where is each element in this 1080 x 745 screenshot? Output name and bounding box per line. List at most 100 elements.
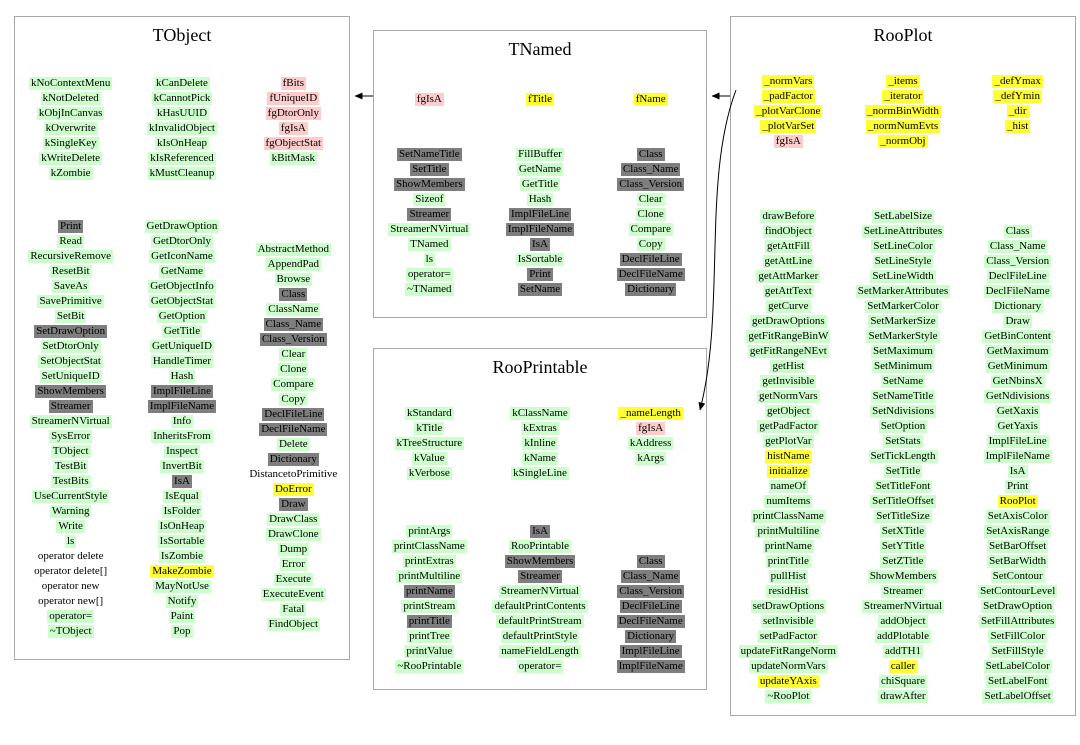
member-item[interactable]: printName (403, 585, 455, 598)
member-item[interactable]: ExecuteEvent (260, 588, 326, 601)
member-item[interactable]: Draw (1003, 315, 1032, 328)
member-item[interactable]: Streamer (48, 400, 93, 413)
member-item[interactable]: kStandard (405, 407, 454, 420)
member-item[interactable]: ImplFileName (147, 400, 217, 413)
member-item[interactable]: IsA (172, 475, 192, 488)
member-item[interactable]: SetTickLength (868, 450, 938, 463)
member-item[interactable]: SetMarkerSize (868, 315, 938, 328)
member-item[interactable]: Inspect (164, 445, 200, 458)
member-item[interactable]: printArgs (406, 525, 453, 538)
member-item[interactable]: fBits (280, 77, 307, 90)
member-item[interactable]: SetTitleSize (874, 510, 932, 523)
member-item[interactable]: DistancetoPrimitive (249, 468, 338, 480)
member-item[interactable]: printStream (401, 600, 458, 613)
member-item[interactable]: Error (279, 558, 307, 571)
member-item[interactable]: _plotVarClone (754, 105, 823, 118)
member-item[interactable]: GetYaxis (995, 420, 1040, 433)
member-item[interactable]: SetMarkerColor (865, 300, 941, 313)
member-item[interactable]: HandleTimer (150, 355, 214, 368)
member-item[interactable]: kAddress (627, 437, 674, 450)
member-item[interactable]: SetLabelSize (871, 210, 935, 223)
member-item[interactable]: SetTitleFont (873, 480, 933, 493)
member-item[interactable]: MayNotUse (153, 580, 211, 593)
member-item[interactable]: SetAxisRange (984, 525, 1052, 538)
member-item[interactable]: ImplFileLine (619, 645, 682, 658)
member-item[interactable]: Streamer (407, 208, 452, 221)
member-item[interactable]: DeclFileLine (619, 253, 682, 266)
member-item[interactable]: Class_Version (984, 255, 1052, 268)
member-item[interactable]: Print (1004, 480, 1031, 493)
member-item[interactable]: initialize (767, 465, 810, 478)
member-item[interactable]: getInvisible (760, 375, 817, 388)
member-item[interactable]: Print (57, 220, 84, 233)
member-item[interactable]: Streamer (518, 570, 562, 583)
member-item[interactable]: Dump (277, 543, 310, 556)
member-item[interactable]: printTree (407, 630, 452, 643)
member-item[interactable]: printName (762, 540, 814, 553)
member-item[interactable]: GetObjectStat (148, 295, 216, 308)
member-item[interactable]: Compare (271, 378, 316, 391)
member-item[interactable]: _hist (1004, 120, 1031, 133)
member-item[interactable]: SetMinimum (871, 360, 935, 373)
member-item[interactable]: fgObjectStat (263, 137, 324, 150)
member-item[interactable]: GetMinimum (985, 360, 1050, 373)
member-item[interactable]: operator= (47, 610, 95, 623)
member-item[interactable]: histName (765, 450, 812, 463)
member-item[interactable]: GetMaximum (984, 345, 1051, 358)
member-item[interactable]: Delete (276, 438, 310, 451)
member-item[interactable]: SetTitle (410, 163, 449, 176)
member-item[interactable]: SetLabelColor (983, 660, 1052, 673)
member-item[interactable]: ImplFileLine (508, 208, 572, 221)
member-item[interactable]: addTH1 (882, 645, 924, 658)
member-item[interactable]: getAttText (762, 285, 814, 298)
member-item[interactable]: getAttMarker (756, 270, 821, 283)
member-item[interactable]: DeclFileLine (619, 600, 682, 613)
member-item[interactable]: SetDrawOption (981, 600, 1055, 613)
member-item[interactable]: InheritsFrom (151, 430, 213, 443)
member-item[interactable]: fgIsA (773, 135, 803, 148)
member-item[interactable]: Read (57, 235, 84, 248)
member-item[interactable]: SetLineStyle (872, 255, 934, 268)
member-item[interactable]: SetObjectStat (38, 355, 103, 368)
member-item[interactable]: Class_Name (620, 163, 681, 176)
member-item[interactable]: SetDrawOption (34, 325, 108, 338)
member-item[interactable]: fgIsA (636, 422, 666, 435)
member-item[interactable]: Print (527, 268, 553, 281)
member-item[interactable]: ClassName (266, 303, 321, 316)
member-item[interactable]: getObject (764, 405, 812, 418)
member-item[interactable]: findObject (762, 225, 814, 238)
member-item[interactable]: SetBit (54, 310, 87, 323)
member-item[interactable]: defaultPrintStream (496, 615, 584, 628)
member-item[interactable]: IsA (530, 525, 550, 538)
member-item[interactable]: GetIconName (149, 250, 215, 263)
member-item[interactable]: SaveAs (51, 280, 90, 293)
member-item[interactable]: addObject (878, 615, 928, 628)
member-item[interactable]: kOverwrite (43, 122, 98, 135)
member-item[interactable]: GetNbinsX (990, 375, 1045, 388)
member-item[interactable]: setDrawOptions (750, 600, 827, 613)
member-item[interactable]: GetTitle (161, 325, 203, 338)
member-item[interactable]: SetContour (990, 570, 1045, 583)
member-item[interactable]: Class_Version (617, 178, 685, 191)
member-item[interactable]: printTitle (765, 555, 811, 568)
member-item[interactable]: IsEqual (163, 490, 201, 503)
member-item[interactable]: SetMaximum (871, 345, 935, 358)
member-item[interactable]: Dictionary (992, 300, 1044, 313)
member-item[interactable]: numItems (764, 495, 813, 508)
member-item[interactable]: Paint (168, 610, 196, 623)
member-item[interactable]: printTitle (406, 615, 452, 628)
member-item[interactable]: ~RooPrintable (395, 660, 464, 673)
member-item[interactable]: kValue (412, 452, 447, 465)
member-item[interactable]: Class (1003, 225, 1032, 238)
member-item[interactable]: kVerbose (406, 467, 452, 480)
member-item[interactable]: Clone (635, 208, 666, 221)
member-item[interactable]: operator new[] (38, 595, 104, 607)
member-item[interactable]: DeclFileLine (986, 270, 1049, 283)
member-item[interactable]: StreamerNVirtual (388, 223, 471, 236)
member-item[interactable]: StreamerNVirtual (29, 415, 112, 428)
member-item[interactable]: getAttFill (764, 240, 812, 253)
member-item[interactable]: SetName (517, 283, 563, 296)
member-item[interactable]: MakeZombie (150, 565, 214, 578)
member-item[interactable]: ShowMembers (394, 178, 465, 191)
member-item[interactable]: SetLineAttributes (861, 225, 945, 238)
